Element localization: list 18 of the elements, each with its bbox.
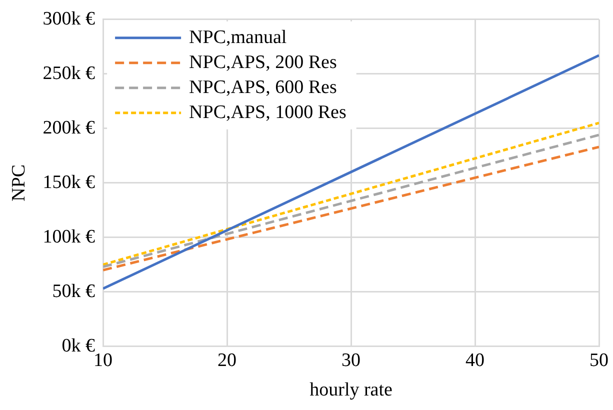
- legend-label: NPC,APS, 200 Res: [189, 52, 337, 73]
- y-tick-label: 50k €: [52, 280, 96, 302]
- legend-label: NPC,APS, 1000 Res: [189, 102, 346, 123]
- y-axis-title: NPC: [8, 164, 30, 202]
- y-tick-label: 300k €: [42, 8, 96, 30]
- legend-label: NPC,manual: [189, 26, 287, 48]
- legend-label: NPC,APS, 600 Res: [189, 76, 337, 98]
- x-tick-label: 50: [590, 350, 608, 371]
- x-axis-title: hourly rate: [310, 380, 392, 401]
- y-tick-label: 250k €: [42, 62, 96, 84]
- x-tick-label: 40: [466, 350, 485, 371]
- y-tick-label: 0k €: [62, 335, 96, 356]
- x-tick-label: 30: [342, 350, 361, 371]
- x-tick-label: 10: [94, 350, 113, 371]
- y-tick-label: 150k €: [42, 172, 96, 193]
- y-tick-label: 100k €: [42, 226, 96, 248]
- y-tick-label: 200k €: [42, 117, 96, 138]
- x-tick-label: 20: [218, 350, 237, 371]
